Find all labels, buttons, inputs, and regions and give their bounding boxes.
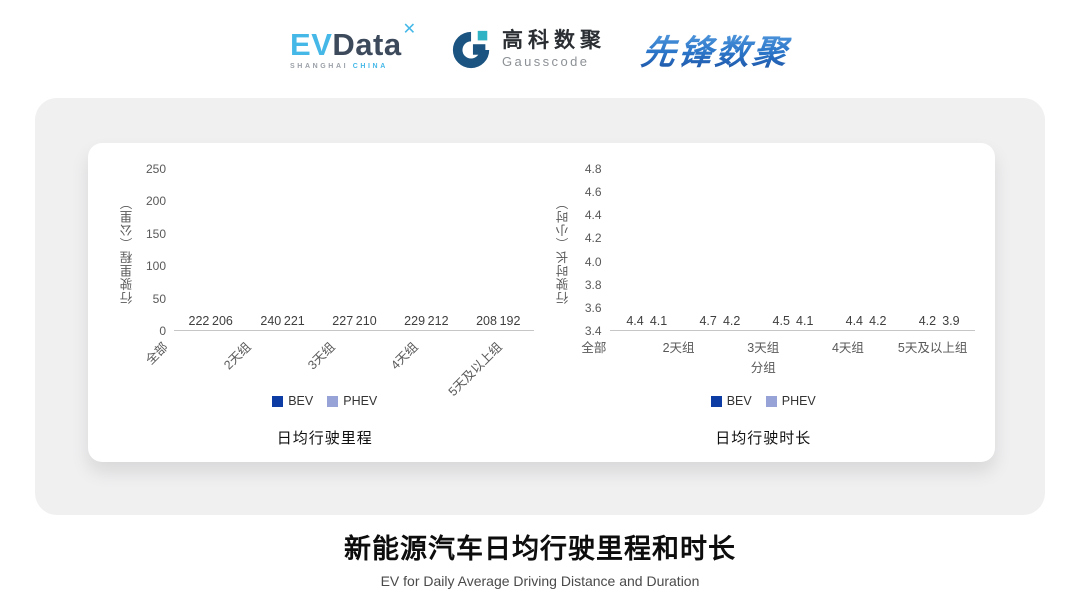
- distance-plot: 222 206 240 221 227 210 229 212 208 192: [174, 169, 534, 331]
- evdata-shanghai-text: SHANGHAI: [290, 62, 349, 70]
- gausscode-cn-text: 高科数聚: [501, 29, 606, 53]
- duration-x-labels: 全部 2天组 3天组 4天组 5天及以上组: [552, 331, 976, 357]
- duration-legend: BEV PHEV: [552, 391, 976, 411]
- y-tick-label: 0: [159, 324, 166, 338]
- value-label: 4.4: [626, 314, 644, 328]
- value-label: 210: [355, 314, 377, 328]
- legend-item-phev: PHEV: [327, 394, 377, 408]
- y-tick-label: 4.4: [584, 208, 602, 223]
- value-label: 3.9: [942, 314, 960, 328]
- evdata-logo: EV Data ✕ SHANGHAI CHINA: [290, 21, 416, 70]
- distance-x-labels: 全部 2天组 3天组 4天组 5天及以上组: [116, 331, 534, 399]
- x-tick-label: 5天及以上组: [445, 339, 505, 399]
- evdata-ev-text: EV: [290, 26, 333, 62]
- chart-panel: 行驶里程（公里） 250 200 150 100 50 0 222 206 240 221 227…: [35, 98, 1045, 515]
- value-label: 4.2: [918, 314, 937, 328]
- evdata-subtext: SHANGHAI CHINA: [290, 63, 388, 70]
- x-tick-label: 2天组: [662, 341, 695, 355]
- value-label: 4.7: [699, 314, 717, 328]
- x-tick-label: 3天组: [747, 341, 780, 355]
- distance-y-ticks: 250 200 150 100 50 0: [138, 162, 174, 338]
- value-label: 4.2: [722, 314, 741, 328]
- y-tick-label: 250: [145, 162, 166, 176]
- legend-item-bev: BEV: [710, 394, 752, 408]
- caption-title: 新能源汽车日均行驶里程和时长: [344, 534, 736, 564]
- distance-y-axis-title: 行驶里程（公里）: [120, 196, 135, 304]
- evdata-star-icon: ✕: [402, 20, 416, 38]
- x-tick-label: 4天组: [388, 339, 421, 373]
- evdata-data-text: Data: [332, 26, 402, 62]
- duration-plot-area: 行驶时长（小时） 4.8 4.6 4.4 4.2 4.0 3.8 3.6 3.4 4.4 4.1…: [552, 162, 975, 338]
- y-tick-label: 150: [145, 226, 166, 241]
- evdata-wordmark: EV Data ✕: [290, 21, 416, 62]
- y-tick-label: 200: [145, 194, 166, 209]
- legend-swatch-icon: [765, 395, 777, 407]
- caption-subtitle: EV for Daily Average Driving Distance an…: [380, 573, 700, 589]
- value-label: 4.5: [772, 314, 790, 328]
- pioneer-logo: 先锋数聚: [639, 25, 794, 74]
- gausscode-en-text: Gausscode: [501, 53, 590, 69]
- value-label: 240: [260, 314, 282, 328]
- x-tick-label: 全部: [581, 341, 607, 355]
- x-tick-label: 全部: [142, 339, 171, 368]
- legend-swatch-icon: [710, 395, 722, 407]
- evdata-china-text: CHINA: [352, 62, 388, 70]
- duration-plot: 4.4 4.1 4.7 4.2 4.5 4.1 4.4 4.2 4.2 3.9: [609, 169, 975, 331]
- legend-item-bev: BEV: [272, 394, 313, 408]
- value-label: 4.1: [649, 314, 668, 328]
- chart-card: 行驶里程（公里） 250 200 150 100 50 0 222 206 240 221 227…: [88, 143, 995, 462]
- legend-item-phev: PHEV: [765, 394, 816, 408]
- duration-chart-title: 日均行驶时长: [715, 430, 812, 447]
- gausscode-text: 高科数聚 Gausscode: [502, 29, 606, 68]
- value-label: 4.4: [845, 314, 864, 328]
- y-tick-label: 50: [152, 291, 166, 306]
- charts-row: 行驶里程（公里） 250 200 150 100 50 0 222 206 240 221 227…: [88, 143, 995, 448]
- value-label: 221: [283, 314, 305, 328]
- x-tick-label: 4天组: [831, 341, 864, 355]
- header-logos: EV Data ✕ SHANGHAI CHINA 高科数聚 Gausscode …: [0, 16, 1080, 82]
- caption: 新能源汽车日均行驶里程和时长 EV for Daily Average Driv…: [0, 527, 1080, 589]
- gausscode-g-icon: [452, 28, 493, 69]
- duration-x-axis-title: 分组: [750, 361, 776, 375]
- x-tick-label: 3天组: [304, 339, 338, 373]
- value-label: 4.2: [869, 314, 887, 328]
- value-label: 222: [188, 314, 210, 328]
- y-tick-label: 100: [145, 259, 166, 274]
- distance-plot-area: 行驶里程（公里） 250 200 150 100 50 0 222 206 240 221 227…: [116, 162, 534, 338]
- x-tick-label: 5天及以上组: [897, 341, 968, 355]
- distance-chart: 行驶里程（公里） 250 200 150 100 50 0 222 206 240 221 227…: [88, 162, 542, 448]
- legend-swatch-icon: [327, 395, 339, 407]
- y-tick-label: 3.4: [584, 324, 602, 338]
- duration-chart: 行驶时长（小时） 4.8 4.6 4.4 4.2 4.0 3.8 3.6 3.4 4.4 4.1…: [542, 162, 996, 448]
- legend-swatch-icon: [272, 395, 284, 407]
- y-tick-label: 4.0: [584, 254, 602, 269]
- distance-legend: BEV PHEV: [116, 391, 534, 411]
- value-label: 192: [499, 314, 521, 328]
- value-label: 4.1: [796, 314, 814, 328]
- duration-y-ticks: 4.8 4.6 4.4 4.2 4.0 3.8 3.6 3.4: [574, 162, 610, 338]
- value-label: 212: [427, 314, 449, 328]
- distance-chart-title: 日均行驶里程: [276, 430, 373, 447]
- y-tick-label: 4.2: [584, 231, 602, 246]
- duration-y-axis-title: 行驶时长（小时）: [556, 196, 570, 304]
- y-tick-label: 4.6: [584, 185, 602, 200]
- value-label: 227: [332, 314, 354, 328]
- y-tick-label: 4.8: [584, 162, 602, 176]
- x-tick-label: 2天组: [221, 339, 254, 373]
- value-label: 229: [404, 314, 426, 328]
- y-tick-label: 3.8: [584, 277, 602, 292]
- value-label: 208: [476, 314, 497, 328]
- value-label: 206: [212, 314, 233, 328]
- y-tick-label: 3.6: [584, 300, 602, 315]
- gausscode-logo: 高科数聚 Gausscode: [451, 28, 606, 70]
